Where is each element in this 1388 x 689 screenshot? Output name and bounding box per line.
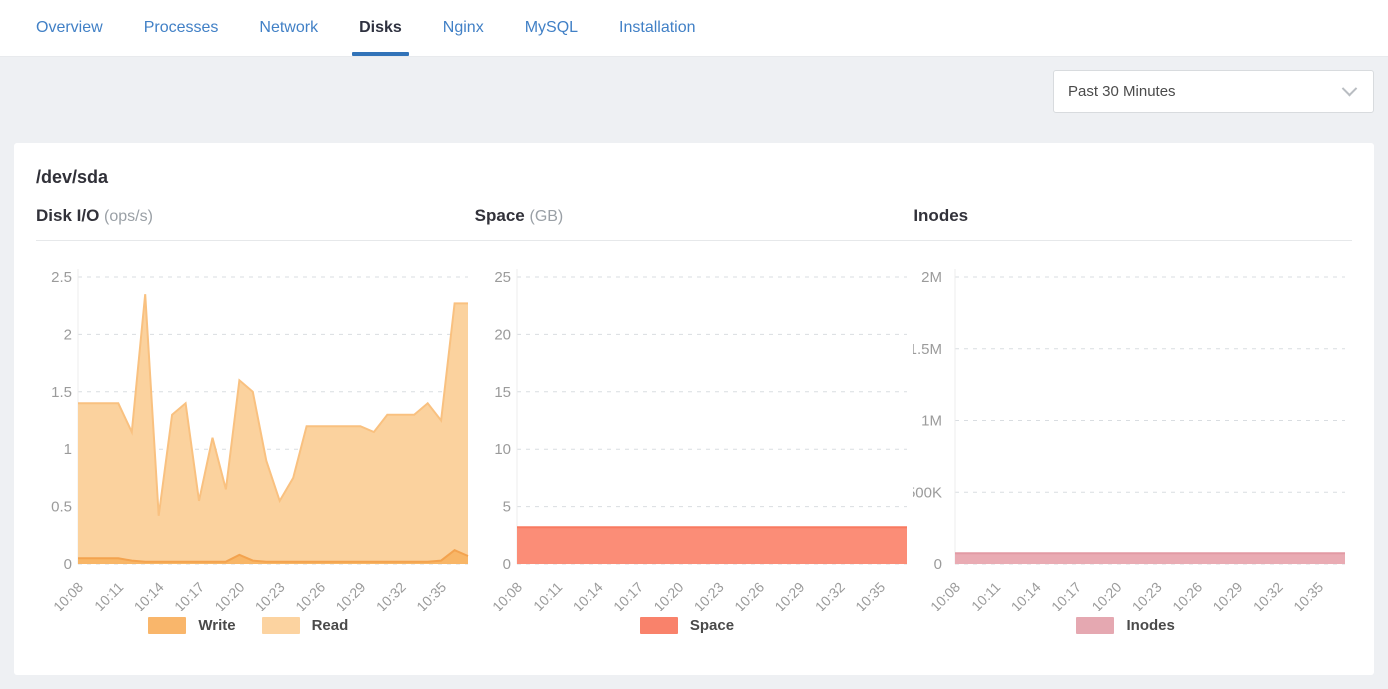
disk-io-title: Disk I/O [36,206,100,225]
x-tick-label: 10:23 [690,579,726,611]
area-write [78,550,468,564]
inodes-plot: 0500K1M1.5M2M10:0810:1110:1410:1710:2010… [913,269,1346,611]
y-tick-label: 2M [921,269,942,286]
y-tick-label: 2.5 [51,269,72,286]
y-tick-label: 0 [502,556,510,573]
x-tick-label: 10:11 [968,579,1004,611]
x-tick-label: 10:08 [927,579,963,611]
tab-disks[interactable]: Disks [352,0,409,56]
space-legend: Space [475,617,914,634]
inodes-legend-label: Inodes [1126,617,1175,634]
x-tick-label: 10:11 [530,579,566,611]
y-tick-label: 1.5 [51,384,72,401]
x-tick-label: 10:23 [252,579,288,611]
x-tick-label: 10:26 [292,579,328,611]
y-tick-label: 20 [494,326,511,343]
space-unit: (GB) [529,208,564,225]
tab-nginx[interactable]: Nginx [442,19,484,36]
read-legend-swatch [261,617,300,634]
tab-overview[interactable]: Overview [36,19,103,36]
y-tick-label: 0 [64,556,72,573]
y-tick-label: 0 [934,556,942,573]
chart-headers: Disk I/O (ops/s) Space (GB) Inodes [36,206,1352,241]
x-tick-label: 10:08 [489,579,525,611]
x-tick-label: 10:26 [731,579,767,611]
inodes-legend-swatch [1076,617,1115,634]
y-tick-label: 0.5 [51,499,72,516]
tab-processes[interactable]: Processes [143,19,219,36]
disk-card: /dev/sda Disk I/O (ops/s) Space (GB) Ino… [14,143,1374,675]
inodes-legend: Inodes [913,617,1352,634]
top-tab-bar: Overview Processes Network Disks Nginx M… [0,0,1388,57]
space-legend-label: Space [689,617,735,634]
y-tick-label: 15 [494,384,511,401]
x-tick-label: 10:35 [852,579,888,611]
disk-io-legend: Write Read [36,617,475,634]
x-tick-label: 10:08 [50,579,86,611]
x-tick-label: 10:20 [211,579,247,611]
charts-row: 0 0.5 1 1.5 2 2.5 10:08 10:11 10:14 10:17 10:20 10:… [36,261,1352,634]
x-tick-label: 10:32 [811,579,847,611]
time-range-select[interactable]: Past 30 Minutes [1053,70,1374,113]
tab-network[interactable]: Network [259,19,319,36]
write-legend-label: Write [198,617,236,634]
x-tick-label: 10:35 [1290,579,1326,611]
space-title: Space [474,206,525,225]
inodes-chart: 0500K1M1.5M2M10:0810:1110:1410:1710:2010… [913,261,1352,634]
area-space [516,527,907,564]
inodes-header: Inodes [913,206,1352,226]
x-tick-label: 10:35 [413,579,449,611]
device-title: /dev/sda [36,167,109,187]
x-tick-label: 10:26 [1169,579,1205,611]
x-tick-label: 10:29 [1210,579,1246,611]
x-tick-label: 10:29 [771,579,807,611]
area-read [78,294,468,564]
inodes-title: Inodes [913,206,969,225]
x-tick-label: 10:17 [610,579,646,611]
tab-mysql[interactable]: MySQL [524,19,579,36]
disk-io-chart: 0 0.5 1 1.5 2 2.5 10:08 10:11 10:14 10:17 10:20 10:… [36,261,475,634]
toolbar: Past 30 Minutes [0,57,1388,143]
time-range-value: Past 30 Minutes [1068,83,1176,100]
x-tick-label: 10:14 [1008,579,1044,611]
x-tick-label: 10:14 [131,579,167,611]
x-tick-label: 10:17 [171,579,207,611]
x-tick-label: 10:23 [1129,579,1165,611]
disk-io-unit: (ops/s) [104,208,153,225]
write-legend-swatch [148,617,187,634]
area-inodes [955,553,1346,564]
disk-io-header: Disk I/O (ops/s) [36,206,475,226]
chevron-down-icon [1341,80,1358,97]
disk-io-plot: 00.511.522.510:08 10:11 10:14 10:17 10:20 10:… [50,269,469,611]
x-tick-label: 10:17 [1048,579,1084,611]
y-tick-label: 1.5M [913,341,942,358]
x-tick-label: 10:32 [1250,579,1286,611]
y-tick-label: 500K [913,484,942,501]
space-plot: 0 5 10 15 20 25 10:08 10:11 10:14 10:17 10:20 10:23… [489,269,907,611]
y-tick-label: 1 [64,441,72,458]
space-chart: 0 5 10 15 20 25 10:08 10:11 10:14 10:17 10:20 10:23… [475,261,914,634]
x-tick-label: 10:11 [91,579,127,611]
x-tick-label: 10:14 [569,579,605,611]
read-legend-label: Read [311,617,349,634]
x-tick-label: 10:20 [1089,579,1125,611]
x-tick-label: 10:29 [332,579,368,611]
space-header: Space (GB) [475,206,914,226]
tab-installation[interactable]: Installation [619,19,696,36]
y-tick-label: 1M [921,413,942,430]
y-tick-label: 2 [64,326,72,343]
y-tick-label: 25 [494,269,511,286]
x-tick-label: 10:20 [650,579,686,611]
x-tick-label: 10:32 [373,579,409,611]
line-write [78,549,469,563]
line-read [78,294,468,516]
y-tick-label: 10 [494,441,511,458]
space-legend-swatch [639,617,678,634]
y-tick-label: 5 [502,499,510,516]
